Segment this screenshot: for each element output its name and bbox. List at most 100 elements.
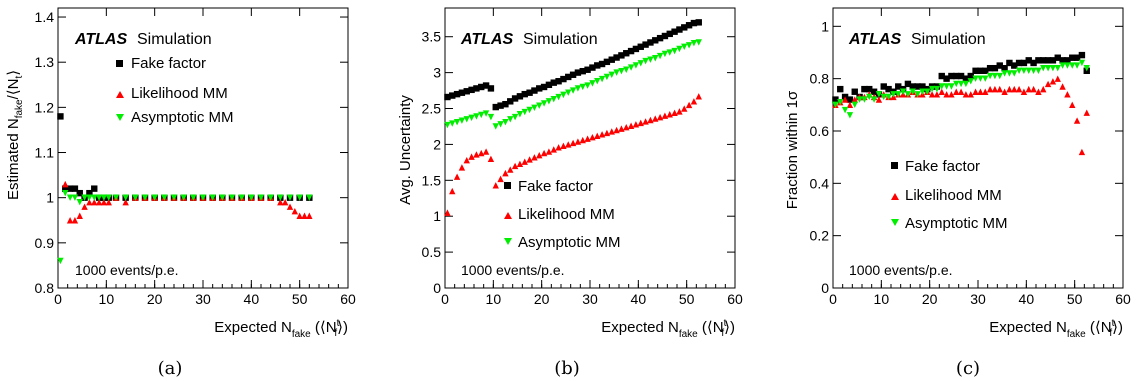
data-point-asymptotic (837, 99, 844, 106)
data-point-likelihood (526, 156, 533, 163)
data-point-likelihood (627, 122, 635, 129)
data-point-likelihood (105, 198, 112, 206)
data-point-fake-factor (71, 185, 79, 192)
data-point-asymptotic (1030, 67, 1037, 75)
data-point-fake-factor (569, 71, 577, 78)
data-point-likelihood (661, 112, 669, 119)
data-point-likelihood (540, 149, 548, 157)
y-tick-label: 0.4 (810, 175, 830, 191)
data-point-fake-factor (919, 83, 926, 90)
data-point-likelihood (1011, 85, 1018, 93)
data-point-fake-factor (444, 93, 451, 101)
x-axis-label-a: Expected Nfake (⟨Nt f⟩) (214, 318, 348, 340)
y-tick-label: 0.8 (810, 71, 830, 87)
y-tick-label: 1 (46, 190, 54, 206)
data-point-fake-factor (866, 85, 873, 93)
data-point-asymptotic (306, 194, 313, 201)
legend-marker-likelihood-a (116, 91, 124, 98)
data-point-likelihood (962, 91, 970, 98)
data-point-likelihood (1020, 88, 1028, 95)
y-tick-label: 1.2 (35, 99, 55, 115)
data-point-asymptotic (685, 42, 693, 49)
data-point-asymptotic (463, 116, 470, 123)
data-point-fake-factor (1059, 57, 1066, 64)
axes-b: 0 10 20 30 40 50 60 0 0.5 1 1.5 2 2.5 3 3.5 (422, 8, 743, 307)
data-point-asymptotic (122, 194, 129, 201)
data-point-asymptotic (86, 194, 93, 201)
data-point-likelihood (603, 129, 611, 137)
events-note-a: 1000 events/p.e. (75, 262, 179, 278)
x-tick-label: 40 (631, 291, 647, 307)
data-point-likelihood (277, 198, 284, 206)
data-point-asymptotic (681, 43, 688, 50)
data-point-asymptotic (248, 194, 255, 201)
data-point-fake-factor (62, 185, 69, 192)
data-point-fake-factor (66, 185, 74, 192)
data-point-likelihood (608, 128, 615, 135)
data-point-likelihood (1069, 101, 1076, 109)
data-point-asymptotic (444, 121, 451, 129)
x-tick-label: 60 (1115, 291, 1131, 307)
y-tick-label: 0.9 (35, 235, 55, 251)
data-point-likelihood (841, 96, 849, 103)
data-point-fake-factor (76, 189, 83, 197)
data-point-fake-factor (627, 47, 635, 55)
data-point-likelihood (478, 149, 485, 157)
data-point-fake-factor (977, 67, 984, 75)
data-point-fake-factor (478, 83, 485, 91)
data-point-asymptotic (267, 194, 274, 201)
data-point-asymptotic (1006, 70, 1013, 77)
data-point-fake-factor (666, 30, 673, 38)
data-point-fake-factor (909, 83, 916, 90)
y-axis-label-c: Fraction within 1σ (784, 90, 801, 209)
data-point-likelihood (642, 118, 649, 125)
data-point-asymptotic (277, 194, 284, 201)
data-point-asymptotic (832, 101, 839, 109)
x-axis-label-c: Expected Nfake (⟨Nt f⟩) (989, 318, 1123, 340)
data-point-likelihood (972, 88, 979, 95)
data-point-likelihood (81, 203, 88, 210)
data-point-asymptotic (1015, 67, 1023, 75)
data-point-asymptotic (880, 93, 887, 101)
data-point-asymptotic (986, 72, 994, 80)
x-tick-label: 0 (441, 291, 449, 307)
data-point-likelihood (1064, 91, 1071, 98)
data-point-likelihood (632, 121, 640, 128)
panel-label-a: (a) (158, 358, 183, 379)
data-point-fake-factor (1078, 51, 1086, 59)
legend-label-likelihood-c: Likelihood MM (905, 187, 1002, 204)
data-point-fake-factor (536, 85, 543, 92)
data-point-asymptotic (521, 108, 528, 116)
data-point-asymptotic (473, 113, 480, 120)
y-tick-label: 1.5 (422, 172, 442, 188)
data-point-likelihood (982, 88, 989, 95)
data-point-fake-factor (948, 72, 955, 80)
atlas-label-b: ATLAS (460, 31, 513, 48)
data-point-likelihood (531, 154, 538, 161)
data-point-asymptotic (608, 71, 615, 78)
data-point-likelihood (666, 111, 673, 118)
data-point-asymptotic (531, 104, 538, 111)
data-point-likelihood (487, 155, 495, 162)
data-point-fake-factor (846, 96, 854, 103)
y-tick-label: 1.4 (35, 9, 55, 25)
y-tick-label: 0.6 (810, 123, 830, 139)
data-point-asymptotic (856, 96, 863, 103)
data-point-fake-factor (967, 72, 974, 80)
data-point-fake-factor (938, 72, 945, 80)
data-point-asymptotic (555, 93, 562, 101)
data-point-asymptotic (1064, 62, 1071, 69)
data-point-asymptotic (627, 64, 635, 71)
y-tick-label: 1.3 (35, 54, 55, 70)
data-point-fake-factor (1025, 57, 1032, 64)
y-axis-label-b: Avg. Uncertainty (397, 95, 414, 205)
data-point-likelihood (1001, 88, 1008, 95)
data-point-fake-factor (540, 83, 548, 91)
data-point-asymptotic (594, 78, 601, 85)
data-point-asymptotic (502, 118, 509, 126)
data-point-asymptotic (967, 78, 974, 85)
data-point-likelihood (948, 91, 955, 98)
x-tick-label: 0 (829, 291, 837, 307)
data-point-asymptotic (890, 91, 897, 98)
data-point-asymptotic (1044, 64, 1052, 72)
